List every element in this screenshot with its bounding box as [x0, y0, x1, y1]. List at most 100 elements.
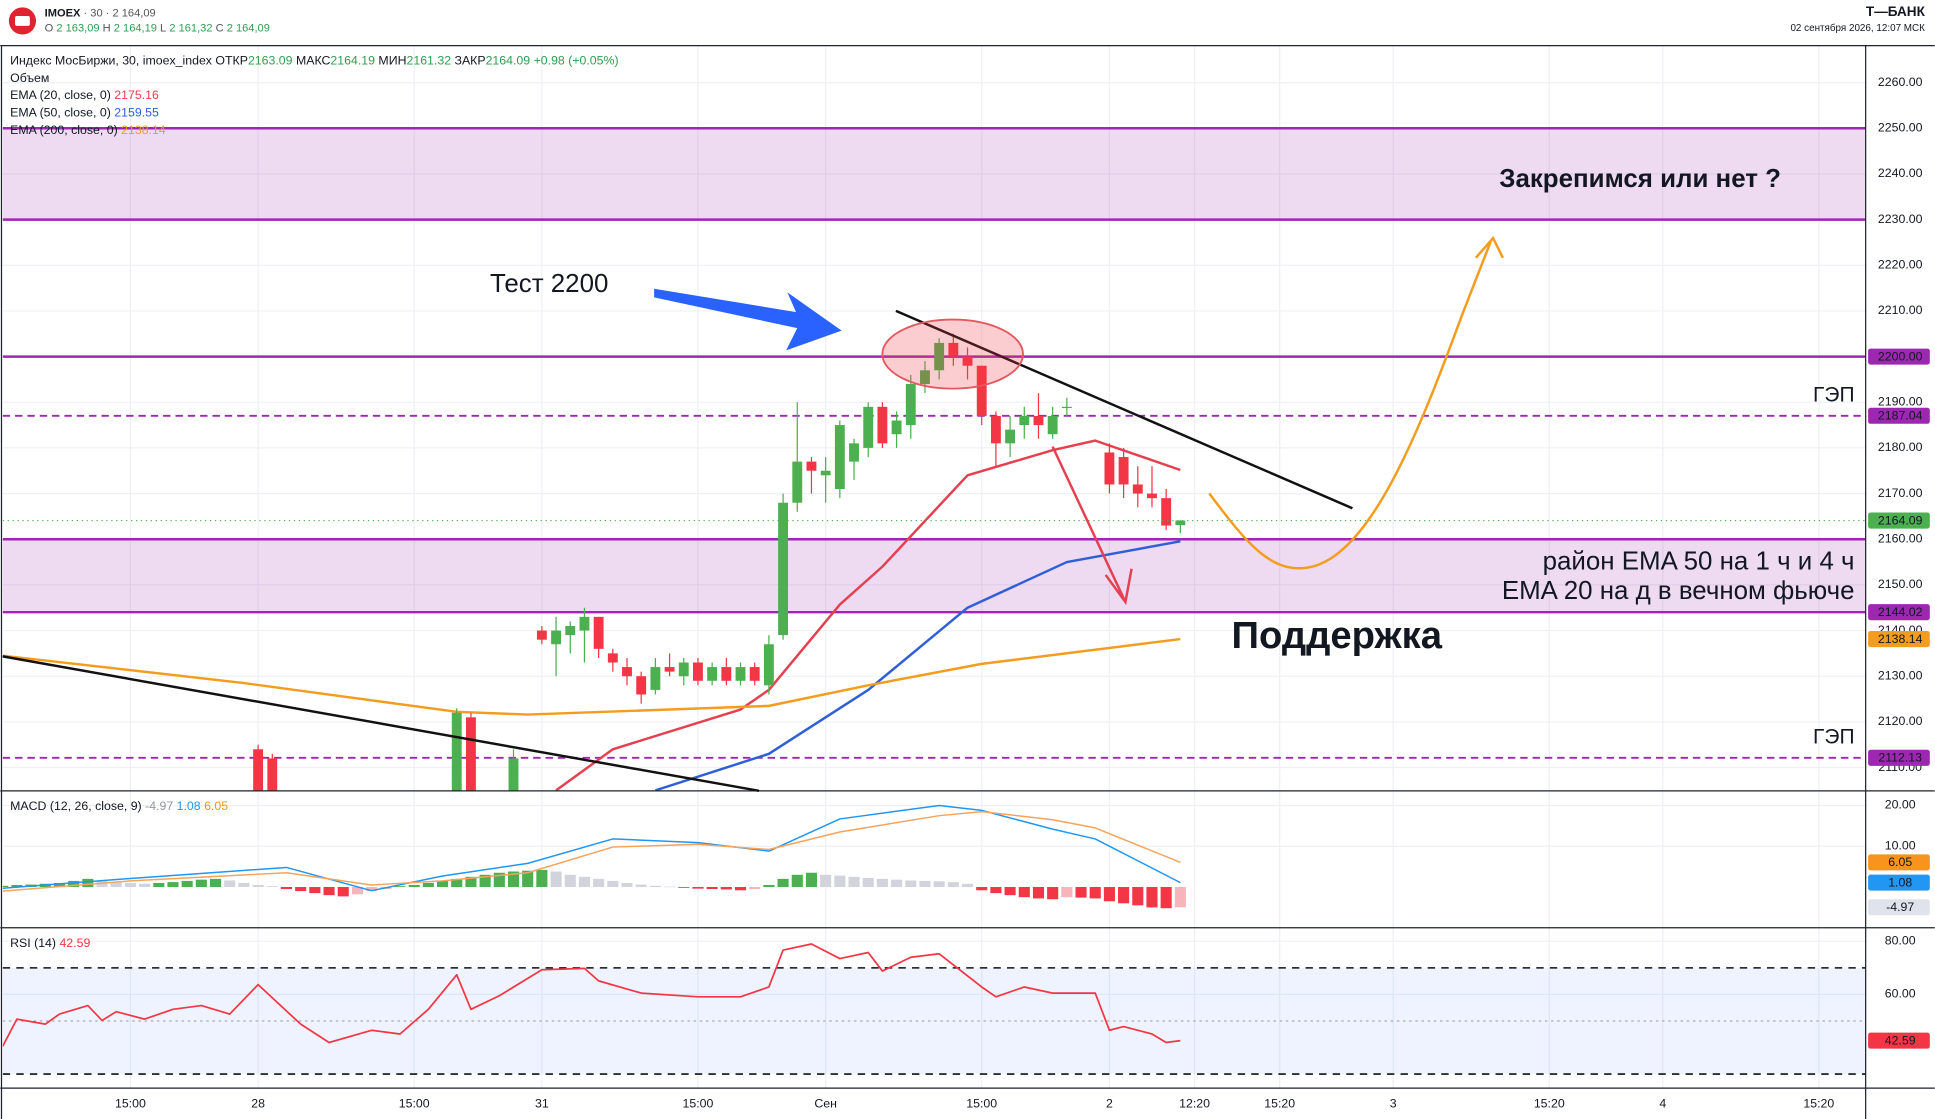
histogram-bar: [905, 880, 917, 888]
histogram-bar: [437, 880, 449, 888]
candle-body: [664, 667, 675, 672]
annotation: район EMA 50 на 1 ч и 4 ч: [1543, 547, 1855, 575]
candle-body: [834, 425, 845, 490]
ohlc-value: 2161.32: [406, 54, 451, 68]
x-tick-label: 12:20: [1179, 1096, 1210, 1110]
histogram-bar: [1089, 887, 1101, 899]
candle-body: [735, 667, 746, 681]
histogram-bar: [139, 883, 151, 888]
price-label-box: [1868, 348, 1930, 365]
signal-value: 6.05: [204, 799, 228, 813]
candle-body: [877, 406, 888, 444]
legend-entry: EMA (20, close, 0) 2175.16: [10, 88, 159, 102]
histogram-bar: [820, 874, 832, 888]
histogram-bar: [961, 883, 974, 888]
histogram-bar: [990, 887, 1002, 894]
header-title: IMOEX · 30 · 2 164,09: [45, 8, 156, 20]
ohlc-label: МАКС: [296, 54, 331, 68]
histogram-bar: [1103, 887, 1115, 902]
price-label-box: [1868, 854, 1930, 871]
annotation: Закрепимся или нет ?: [1499, 165, 1781, 193]
frame: [0, 45, 1935, 1119]
histogram-bar: [408, 884, 420, 888]
candle-body: [1033, 415, 1044, 426]
y-tick-label: 2260.00: [1878, 75, 1923, 89]
candle-body: [1132, 484, 1143, 494]
x-tick-label: 15:00: [115, 1096, 146, 1110]
candle-body: [920, 370, 930, 384]
histogram-bar: [295, 887, 307, 892]
histogram-bar: [493, 872, 505, 888]
candle-body: [849, 443, 859, 462]
price-label-box: [1868, 407, 1930, 424]
y-tick-label: 2210.00: [1878, 303, 1923, 317]
ohlc-label: L: [160, 22, 166, 34]
ohlc-value: 2 161,32: [169, 22, 212, 34]
histogram-bar: [11, 884, 23, 888]
histogram-bar: [919, 880, 931, 888]
histogram-bar: [834, 875, 846, 888]
trend-line: [895, 309, 1353, 510]
histogram-bar: [1032, 887, 1045, 899]
annotation: EMA 20 на д в вечном фьюче: [1502, 577, 1855, 605]
candle-body: [934, 342, 945, 371]
candle-body: [1161, 498, 1172, 526]
series-value: 2138.14: [121, 123, 166, 137]
histogram-bar: [607, 880, 619, 888]
histogram-value: -4.97: [145, 799, 173, 813]
logo-mark: [15, 16, 30, 26]
histogram-bar: [124, 882, 136, 888]
y-tick-label: 2130.00: [1878, 668, 1923, 682]
ohlc-value: 2164.09: [486, 54, 531, 68]
ohlc-label: ЗАКР: [455, 54, 486, 68]
histogram-bar: [720, 887, 732, 890]
indicator-name: MACD (12, 26, close, 9): [10, 799, 142, 813]
annotation: ГЭП: [1813, 725, 1855, 748]
series-line: [655, 540, 1181, 791]
candle-body: [565, 625, 576, 636]
x-tick-label: 15:20: [1264, 1096, 1295, 1110]
volume-label: Объем: [10, 71, 49, 85]
histogram-bar: [805, 872, 818, 888]
price-label: 2144.02: [1878, 605, 1923, 619]
histogram-bar: [252, 884, 264, 888]
price-label: 6.05: [1888, 855, 1912, 869]
y-tick-label: 2230.00: [1878, 212, 1923, 226]
histogram-bar: [238, 882, 250, 888]
y-tick-label: 80.00: [1885, 934, 1916, 948]
histogram-bar: [933, 881, 945, 888]
trend-line: [2, 655, 760, 793]
y-tick-label: 2220.00: [1878, 258, 1923, 272]
price-label: 2200.00: [1878, 349, 1923, 363]
x-tick-label: 15:00: [683, 1096, 714, 1110]
instrument: Индекс МосБиржи, 30, imoex_index: [10, 54, 213, 68]
candle-body: [508, 758, 519, 791]
histogram-bar: [1174, 887, 1186, 908]
y-tick-label: 2120.00: [1878, 714, 1923, 728]
x-tick-label: 31: [535, 1096, 549, 1110]
price-label: 2112.13: [1878, 751, 1922, 765]
histogram-bar: [479, 874, 491, 888]
candle-body: [763, 644, 774, 686]
histogram-bar: [53, 882, 66, 888]
series-line: [2, 637, 1181, 716]
x-tick-label: 2: [1106, 1096, 1113, 1110]
histogram-bar: [1075, 887, 1087, 898]
histogram-bar: [664, 886, 676, 888]
legend-entry: EMA (50, close, 0) 2159.55: [10, 106, 159, 120]
price-label-box: [1868, 749, 1930, 766]
x-tick-label: 15:20: [1803, 1096, 1834, 1110]
histogram-bar: [507, 871, 520, 888]
candle-body: [607, 653, 618, 663]
candle-body: [650, 667, 661, 690]
candle-body: [536, 630, 547, 640]
zone: [2, 539, 1866, 613]
y-tick-label: 2240.00: [1878, 166, 1923, 180]
histogram-bar: [1061, 887, 1073, 898]
series-value: 2175.16: [114, 88, 159, 102]
histogram-bar: [564, 874, 576, 888]
x-tick-label: 28: [251, 1096, 265, 1110]
histogram-bar: [593, 878, 605, 888]
candle-body: [1175, 520, 1186, 526]
